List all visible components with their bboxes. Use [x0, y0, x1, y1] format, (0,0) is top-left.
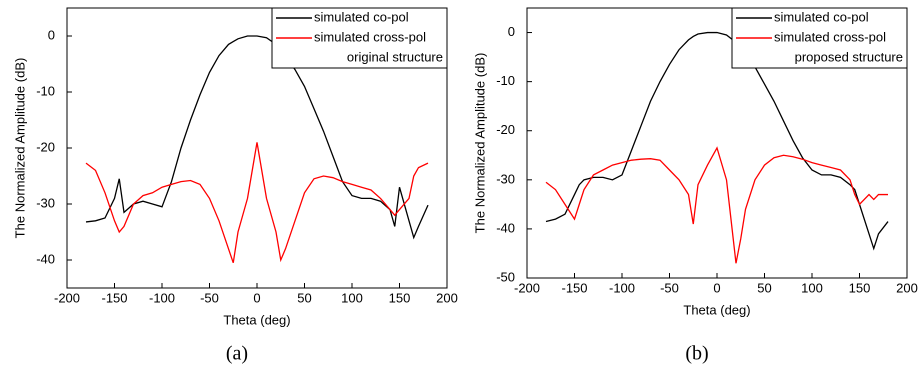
caption: (b)	[685, 343, 708, 365]
x-tick-label: -200	[54, 290, 80, 305]
legend-label: simulated cross-pol	[314, 29, 426, 44]
x-tick-label: 50	[297, 290, 311, 305]
x-tick-label: 100	[341, 290, 363, 305]
series-line	[85, 142, 429, 264]
x-tick-label: -50	[200, 290, 219, 305]
x-tick-label: 200	[896, 280, 918, 295]
series-line	[545, 31, 889, 251]
legend-note: proposed structure	[795, 49, 903, 64]
x-tick-label: 50	[757, 280, 771, 295]
y-axis-label: The Normalized Amplitude (dB)	[472, 53, 487, 234]
y-tick-label: -30	[36, 195, 55, 210]
caption: (a)	[226, 343, 248, 365]
x-axis-label: Theta (deg)	[223, 312, 290, 327]
y-tick-label: -10	[36, 83, 55, 98]
y-tick-label: -20	[496, 122, 515, 137]
y-tick-label: -30	[496, 171, 515, 186]
y-tick-label: 0	[508, 24, 515, 39]
y-axis-label: The Normalized Amplitude (dB)	[12, 58, 27, 239]
series-line	[545, 146, 888, 264]
legend-note: original structure	[347, 49, 443, 64]
x-axis-label: Theta (deg)	[683, 302, 750, 317]
x-tick-label: -100	[149, 290, 175, 305]
series-line	[85, 35, 429, 240]
x-tick-label: -150	[101, 290, 127, 305]
legend-label: simulated cross-pol	[774, 29, 886, 44]
x-tick-label: 200	[436, 290, 458, 305]
x-tick-label: -50	[660, 280, 679, 295]
y-tick-label: 0	[48, 27, 55, 42]
x-tick-label: 0	[253, 290, 260, 305]
y-tick-label: -40	[496, 220, 515, 235]
x-tick-label: -100	[609, 280, 635, 295]
x-tick-label: -150	[561, 280, 587, 295]
legend-label: simulated co-pol	[774, 9, 869, 24]
y-tick-label: -40	[36, 251, 55, 266]
x-tick-label: 100	[801, 280, 823, 295]
x-tick-label: -200	[514, 280, 540, 295]
y-tick-label: -20	[36, 139, 55, 154]
x-tick-label: 0	[713, 280, 720, 295]
x-tick-label: 150	[849, 280, 871, 295]
legend-label: simulated co-pol	[314, 9, 409, 24]
x-tick-label: 150	[389, 290, 411, 305]
y-tick-label: -10	[496, 73, 515, 88]
y-tick-label: -50	[496, 269, 515, 284]
